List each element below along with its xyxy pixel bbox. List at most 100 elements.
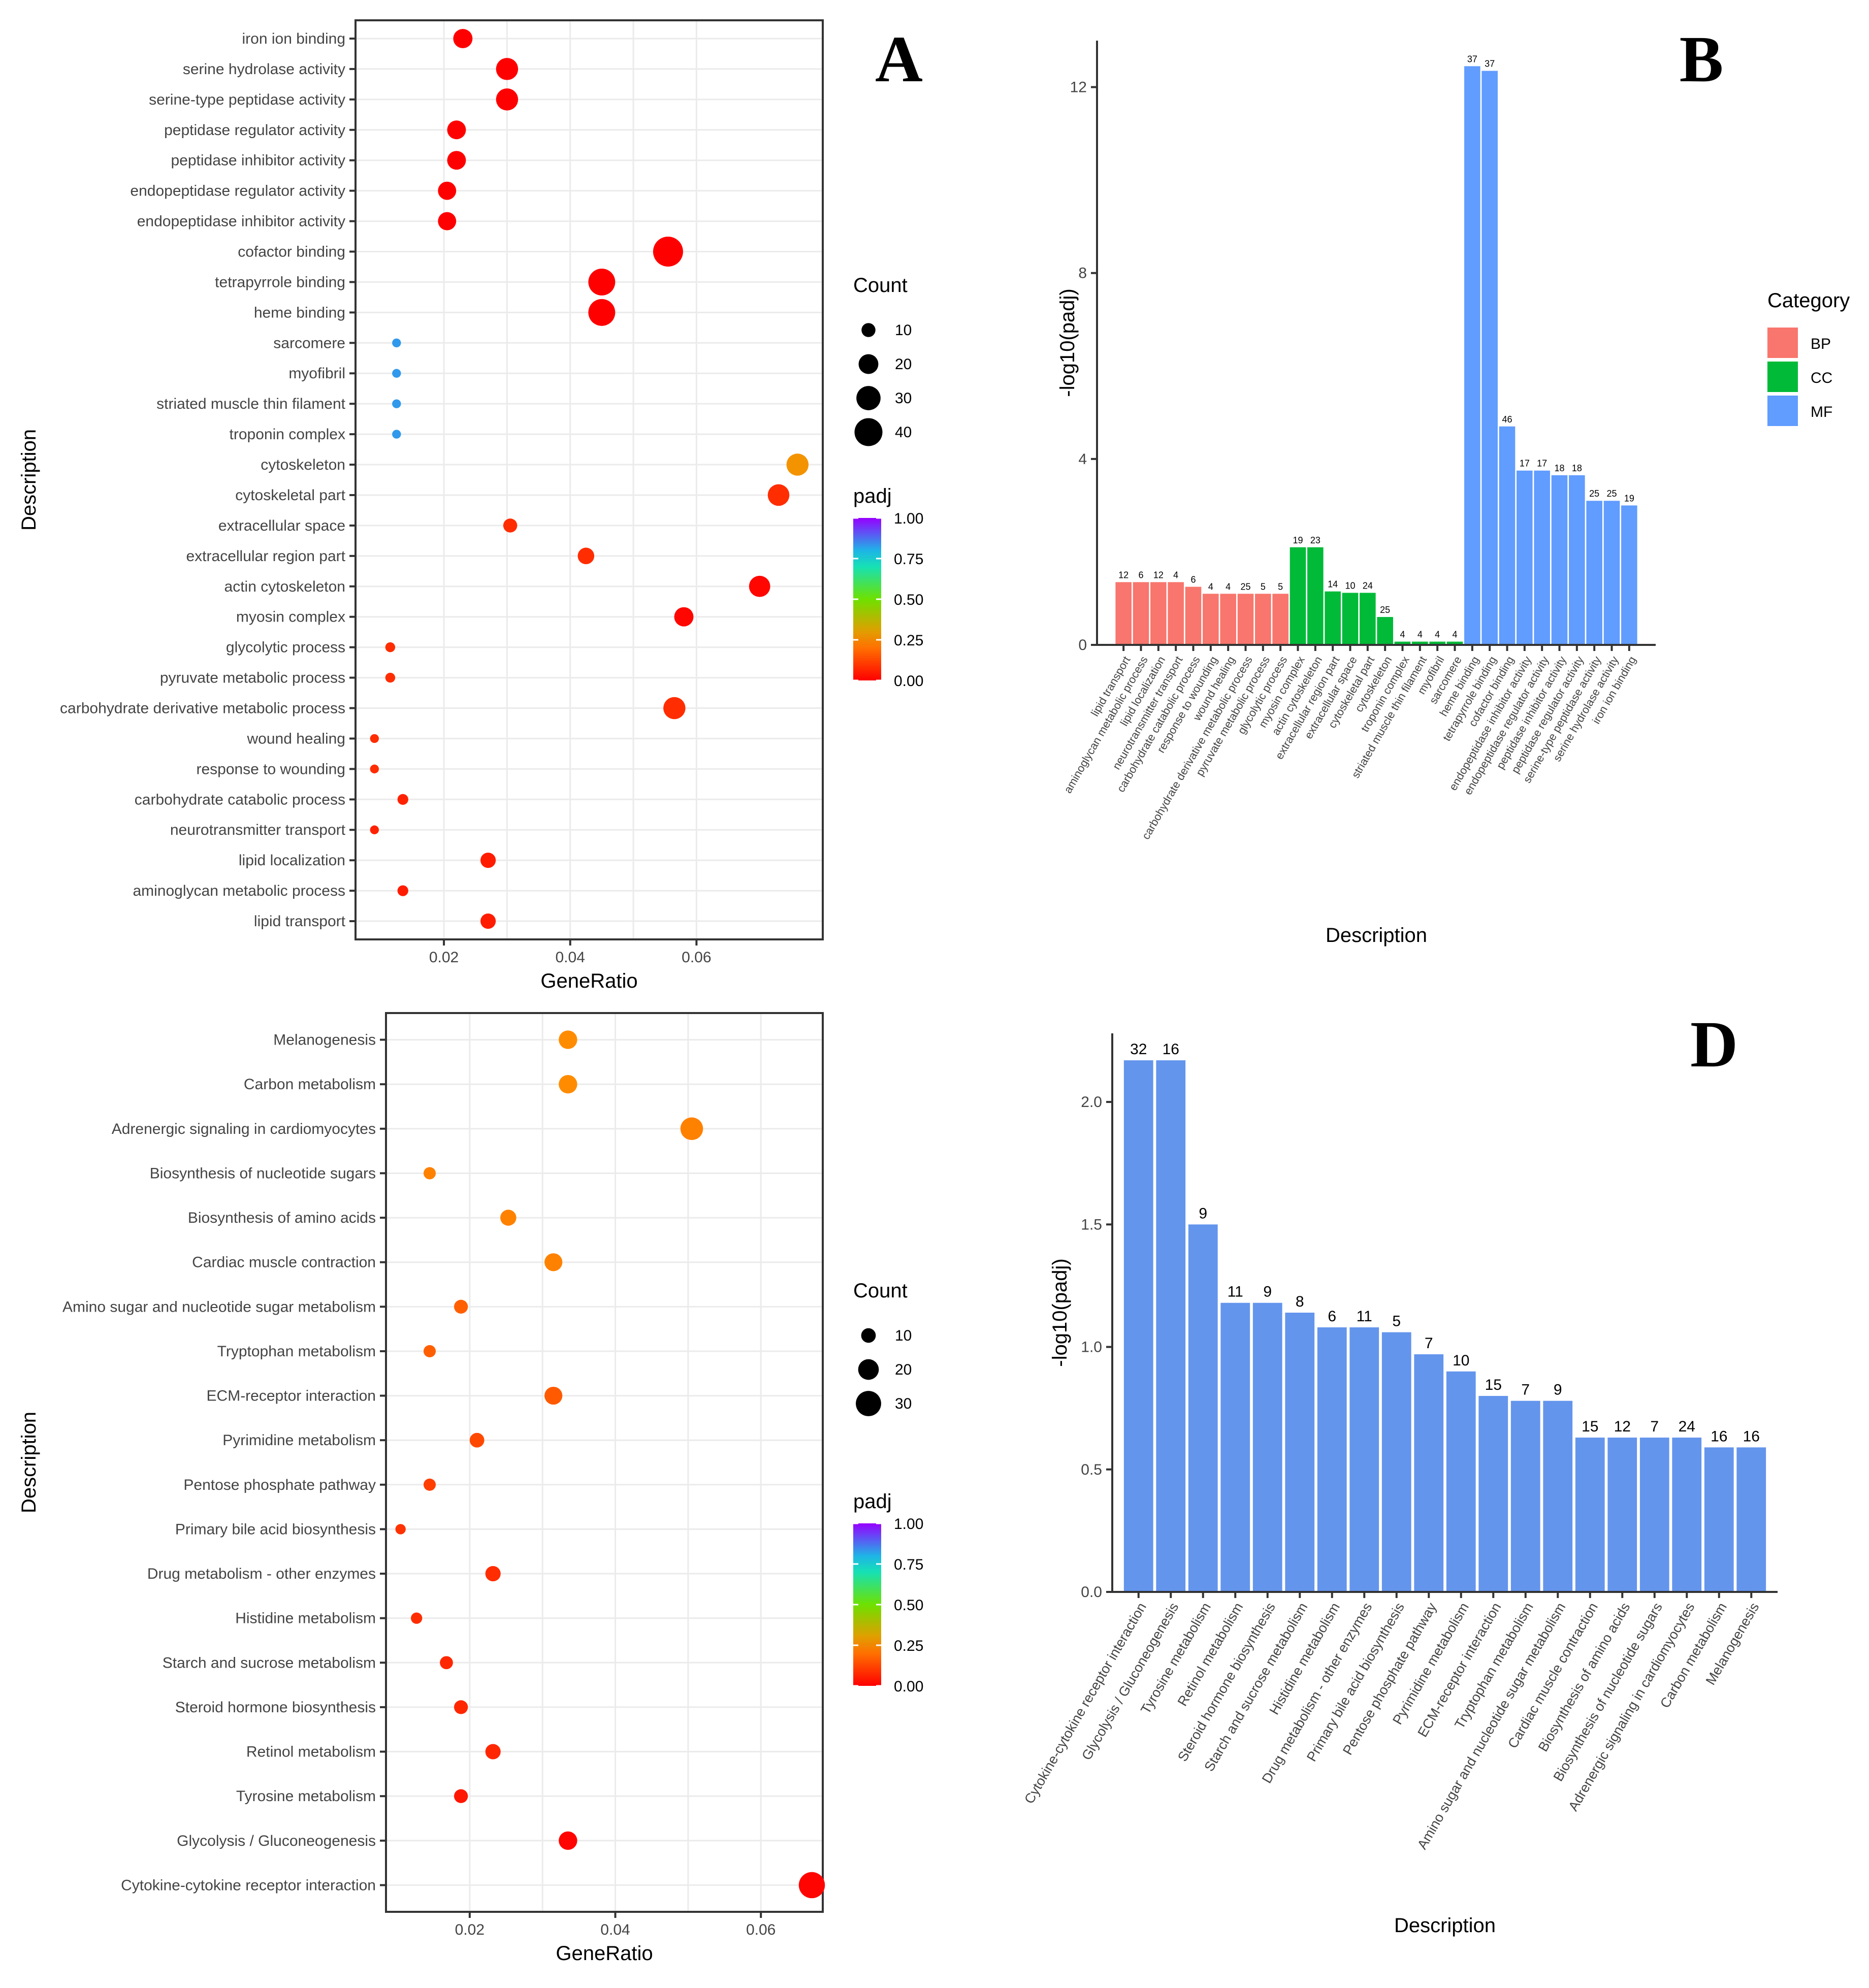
dot-tetrapyrrole-binding <box>588 268 616 296</box>
dot-extracellular-space <box>503 518 518 533</box>
padj-legend-label: 0.25 <box>894 1638 923 1654</box>
category-label-extracellular-region-part: extracellular region part <box>186 548 346 565</box>
dot-neurotransmitter-transport <box>370 825 379 834</box>
bar-retinol-metabolism <box>1220 1302 1250 1592</box>
bar-value-label: 4 <box>1435 630 1440 640</box>
category-label-glycolysis-gluconeogenesis: Glycolysis / Gluconeogenesis <box>177 1833 376 1849</box>
category-label-glycolytic-process: glycolytic process <box>226 639 345 656</box>
category-label-myosin-complex: myosin complex <box>236 609 345 626</box>
x-tick-label: 0.06 <box>746 1921 776 1938</box>
bar-value-label: 24 <box>1679 1418 1695 1435</box>
dot-response-to-wounding <box>370 764 379 774</box>
dot-serine-type-peptidase-activity <box>496 88 519 111</box>
bar-tyrosine-metabolism <box>1188 1224 1218 1592</box>
bar-value-label: 9 <box>1199 1205 1207 1222</box>
bar-aminoglycan-metabolic-process <box>1133 582 1149 645</box>
category-label-biosynthesis-of-amino-acids: Biosynthesis of amino acids <box>188 1210 376 1226</box>
padj-legend-label: 1.00 <box>894 510 923 527</box>
bar-histidine-metabolism <box>1317 1327 1347 1592</box>
bar-endopeptidase-regulator-activity <box>1534 470 1550 645</box>
bar-amino-sugar-and-nucleotide-sugar-metabolism <box>1543 1400 1573 1592</box>
bar-value-label: 24 <box>1363 580 1373 591</box>
y-tick-label: 8 <box>1078 265 1087 282</box>
bar-chart-d: 32 Cytokine-cytokine receptor interaction… <box>1021 1008 1778 1937</box>
legend-key-bp <box>1767 328 1798 358</box>
panel-b: 12 lipid transport 6 aminoglycan metabolic … <box>934 0 1869 993</box>
category-label-cofactor-binding: cofactor binding <box>238 243 345 260</box>
dot-pyruvate-metabolic-process <box>385 672 396 683</box>
category-label-wound-healing: wound healing <box>247 730 346 747</box>
category-label-biosynthesis-of-nucleotide-sugars: Biosynthesis of nucleotide sugars <box>150 1165 376 1182</box>
category-label-carbohydrate-catabolic-process: carbohydrate catabolic process <box>135 791 345 808</box>
category-label-iron-ion-binding: iron ion binding <box>242 30 345 47</box>
bar-serine-type-peptidase-activity <box>1586 501 1602 645</box>
count-legend-dot <box>856 1391 881 1416</box>
y-tick-label: 12 <box>1070 79 1087 96</box>
y-tick-label: 2.0 <box>1081 1094 1102 1111</box>
category-label-primary-bile-acid-biosynthesis: Primary bile acid biosynthesis <box>175 1521 376 1538</box>
bar-lipid-transport <box>1115 582 1132 645</box>
panel-d: 32 Cytokine-cytokine receptor interaction… <box>934 993 1869 1985</box>
dot-striated-muscle-thin-filament <box>392 399 401 408</box>
dot-steroid-hormone-biosynthesis <box>454 1700 468 1714</box>
bar-troponin-complex <box>1394 641 1411 645</box>
bar-melanogenesis <box>1736 1447 1766 1592</box>
padj-legend-label: 0.00 <box>894 673 923 690</box>
y-tick-label: 1.5 <box>1081 1216 1102 1233</box>
bar-cardiac-muscle-contraction <box>1575 1438 1605 1592</box>
bar-value-label: 25 <box>1380 605 1390 615</box>
category-label-histidine-metabolism: Histidine metabolism <box>235 1610 376 1627</box>
dot-wound-healing <box>370 734 379 743</box>
bar-value-label: 17 <box>1537 459 1547 469</box>
dot-histidine-metabolism <box>411 1612 423 1624</box>
count-legend-label: 30 <box>895 1395 912 1412</box>
bar-value-label: 7 <box>1650 1418 1659 1435</box>
dot-heme-binding <box>588 299 616 326</box>
plot-panel-border <box>355 19 824 940</box>
count-legend: Count 10 20 30 <box>853 1280 912 1416</box>
dot-lipid-localization <box>480 853 496 868</box>
y-tick-label: 0.0 <box>1081 1584 1102 1601</box>
bar-cytokine-cytokine-receptor-interaction <box>1123 1060 1153 1592</box>
dot-myosin-complex <box>674 607 694 627</box>
dot-iron-ion-binding <box>453 28 473 48</box>
category-label-carbohydrate-derivative-metabolic-process: carbohydrate derivative metabolic proces… <box>60 700 345 717</box>
bar-value-label: 16 <box>1163 1041 1179 1058</box>
category-label-neurotransmitter-transport: neurotransmitter transport <box>170 822 346 838</box>
y-axis-title: -log10(padj) <box>1049 1258 1071 1366</box>
category-label-carbon-metabolism: Carbon metabolism <box>244 1076 376 1093</box>
dot-plot-c: Melanogenesis Carbon metabolism Adrenergic… <box>18 1012 923 1965</box>
bar-glycolysis-gluconeogenesis <box>1156 1060 1186 1592</box>
bar-value-label: 15 <box>1485 1377 1502 1393</box>
bar-primary-bile-acid-biosynthesis <box>1381 1332 1411 1592</box>
bar-value-label: 9 <box>1263 1284 1272 1300</box>
category-label-peptidase-regulator-activity: peptidase regulator activity <box>164 122 345 139</box>
bar-drug-metabolism-other-enzymes <box>1349 1327 1379 1592</box>
category-label-tyrosine-metabolism: Tyrosine metabolism <box>236 1788 376 1805</box>
dot-ecm-receptor-interaction <box>544 1386 563 1405</box>
count-legend-title: Count <box>853 274 908 297</box>
dot-serine-hydrolase-activity <box>496 58 519 80</box>
padj-legend-label: 0.50 <box>894 592 923 608</box>
category-label-tryptophan-metabolism: Tryptophan metabolism <box>217 1343 376 1360</box>
dot-cytoskeleton <box>786 453 809 476</box>
bar-value-label: 16 <box>1743 1428 1760 1445</box>
dot-cardiac-muscle-contraction <box>544 1253 563 1272</box>
x-tick-label: 0.02 <box>455 1921 485 1938</box>
dot-peptidase-inhibitor-activity <box>447 151 466 170</box>
bar-iron-ion-binding <box>1621 505 1637 645</box>
bar-value-label: 12 <box>1118 570 1129 580</box>
y-tick-label: 0 <box>1078 637 1087 654</box>
bar-value-label: 5 <box>1278 581 1283 592</box>
category-label-troponin-complex: troponin complex <box>230 426 345 443</box>
dot-endopeptidase-regulator-activity <box>438 181 457 200</box>
legend-label-bp: BP <box>1811 336 1831 352</box>
x-tick-label: 0.06 <box>682 949 711 966</box>
dot-pyrimidine-metabolism <box>469 1432 485 1448</box>
bar-serine-hydrolase-activity <box>1603 501 1620 645</box>
bar-value-label: 19 <box>1624 493 1634 503</box>
bar-value-label: 4 <box>1400 630 1405 640</box>
bar-value-label: 10 <box>1453 1352 1469 1369</box>
bar-carbohydrate-derivative-metabolic-process <box>1237 594 1254 645</box>
